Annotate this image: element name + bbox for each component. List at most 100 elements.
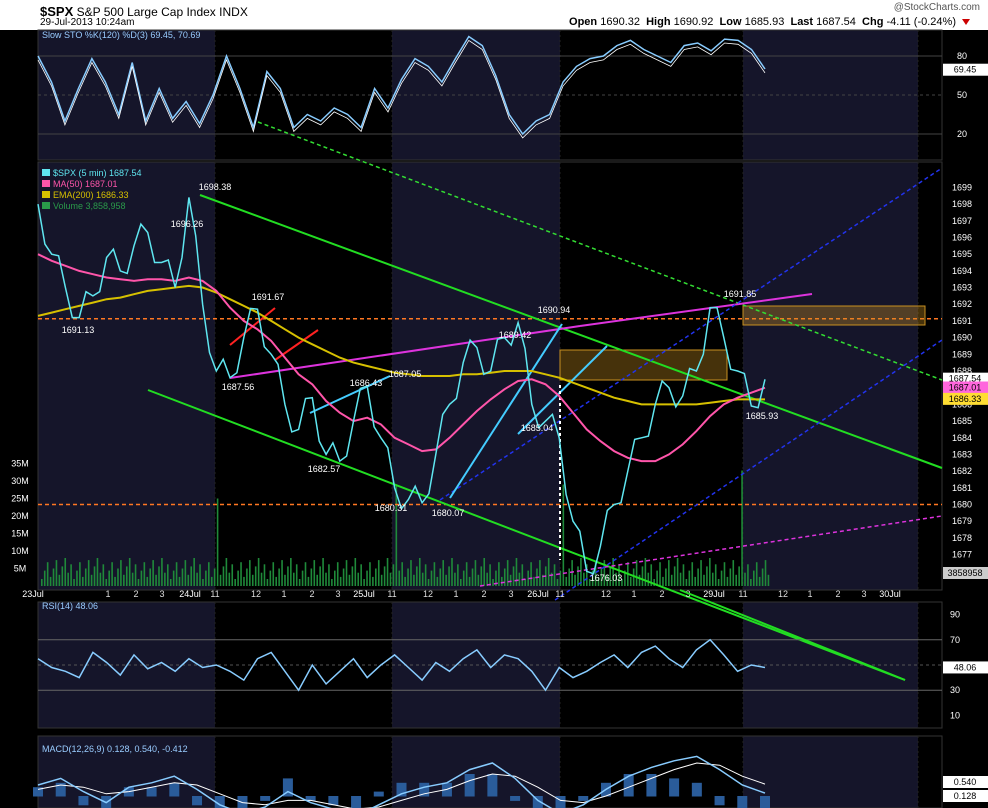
volume-bar-144 [462,570,465,586]
sto-last-label: 69.45 [954,65,977,75]
volume-bar-93 [313,560,316,586]
volume-bar-167 [530,562,532,586]
exchange: INDX [219,5,248,19]
panel-frame-3 [37,735,943,808]
low-value: 1685.93 [744,16,785,28]
price-annotation-1689.42: 1689.42 [499,330,532,340]
volume-bar-121 [395,484,398,586]
price-annotation-1685.04: 1685.04 [521,423,554,433]
price-tick-1699: 1699 [952,182,972,192]
volume-bar-127 [413,574,415,586]
volume-bar-196 [615,572,617,586]
volume-bar-6 [58,574,61,586]
x-tick-3: 3 [335,589,340,599]
macd-hist-bar-17 [419,782,430,797]
volume-bar-212 [662,576,664,586]
sto-k-line [37,35,766,136]
blue-trend-1 [439,167,943,501]
volume-bar-61 [219,574,222,586]
volume-bar-50 [187,574,190,586]
volume-bar-177 [559,570,562,586]
x-tick-11: 11 [387,589,396,599]
price-tick-1685: 1685 [952,416,972,426]
volume-bar-152 [486,572,488,586]
price-line [37,197,766,575]
volume-bar-214 [668,560,670,586]
macd-hist-bar-32 [760,796,770,808]
macd-hist-bar-15 [373,791,384,797]
volume-bar-78 [269,570,272,586]
rsi-tick-10: 10 [950,710,960,720]
volume-bar-176 [556,579,559,586]
price-annotation-1698.38: 1698.38 [199,182,232,192]
volume-tick-25M: 25M [11,494,29,504]
macd-hist-bar-28 [669,778,680,797]
volume-bar-100 [334,570,336,586]
price-annotation-1680.07: 1680.07 [432,508,465,518]
brand-logo[interactable]: @StockCharts.com [893,2,980,13]
macd-hist-bar-7 [192,796,203,806]
volume-bar-217 [676,558,679,586]
sto-last-box [943,63,988,76]
volume-bar-102 [339,576,342,586]
macd-hist-bar-5 [146,787,157,797]
cyan-trend-1 [309,375,391,414]
volume-bar-77 [266,579,269,586]
volume-bar-150 [480,566,483,586]
volume-bar-189 [594,562,597,586]
volume-bar-52 [193,558,195,586]
volume-bar-66 [234,579,236,586]
macd-hist-bar-22 [532,796,543,808]
volume-bar-223 [694,576,696,586]
volume-bar-75 [260,572,263,586]
right-value-1: 1687.01 [949,383,982,393]
cyan-trend-3 [517,345,608,435]
volume-bar-35 [143,562,146,586]
sto-d-line [37,39,766,139]
volume-bar-5 [55,560,58,586]
volume-bar-245 [758,576,761,586]
macd-hist-bar-30 [714,796,725,806]
volume-bar-145 [465,562,468,586]
volume-bar-49 [184,560,187,586]
right-value-0: 1687.54 [949,374,982,384]
volume-bar-106 [351,566,354,586]
price-tick-1681: 1681 [952,483,972,493]
volume-bar-247 [764,560,767,586]
macd-hist-bar-16 [396,782,407,797]
volume-bar-191 [600,568,603,586]
volume-bar-85 [290,558,292,586]
legend-swatch-2 [42,191,50,198]
volume-bar-33 [137,579,140,586]
volume-bar-243 [752,570,755,586]
volume-bar-209 [653,579,655,586]
price-annotation-1682.57: 1682.57 [308,464,341,474]
volume-bar-248 [767,574,770,586]
volume-bar-123 [401,562,403,586]
volume-bar-74 [257,558,260,586]
price-tick-1698: 1698 [952,199,972,209]
macd-box-0 [943,776,988,788]
volume-bar-226 [703,574,705,586]
volume-bar-94 [316,574,319,586]
volume-bar-231 [717,579,720,586]
volume-bar-228 [709,558,711,586]
sto-tick-50: 50 [957,90,967,100]
volume-bar-184 [580,558,582,586]
price-tick-1689: 1689 [952,349,972,359]
channel-dashed [257,121,943,381]
volume-bar-246 [761,568,764,586]
volume-bar-72 [251,574,254,586]
volume-bar-181 [571,560,573,586]
volume-bar-83 [284,574,286,586]
volume-tick-35M: 35M [11,459,29,469]
down-arrow-icon [962,19,970,25]
volume-bar-105 [348,574,351,586]
volume-bar-68 [240,562,242,586]
price-tick-1696: 1696 [952,232,972,242]
volume-tick-20M: 20M [11,511,29,521]
x-tick-29Jul: 29Jul [703,589,725,599]
volume-bar-11 [73,579,75,586]
volume-bar-133 [430,570,433,586]
